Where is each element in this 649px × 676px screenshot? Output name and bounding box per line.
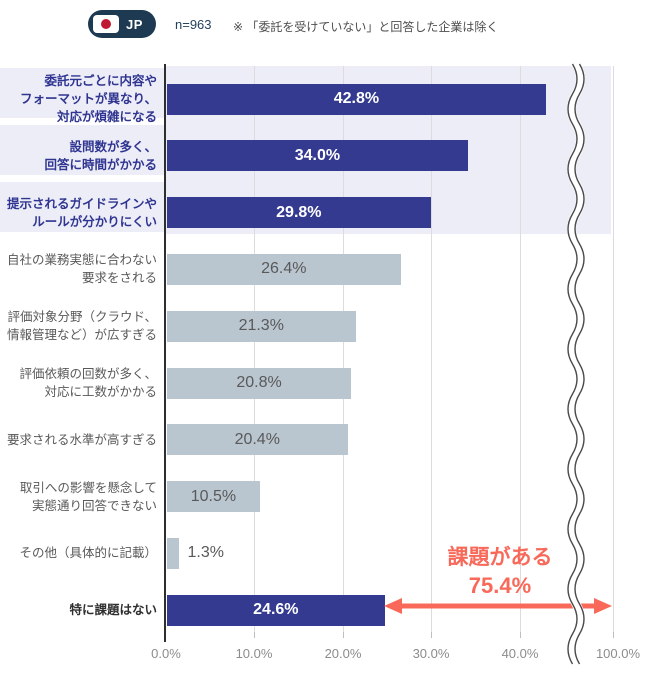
gridline-20 bbox=[343, 66, 344, 632]
bar-value-label: 20.8% bbox=[236, 374, 282, 391]
japan-flag-icon bbox=[93, 15, 119, 33]
highlight-band-label-2 bbox=[0, 125, 165, 175]
bar: 10.5% bbox=[167, 481, 260, 513]
bar-value-label: 29.8% bbox=[276, 203, 322, 221]
sample-size-label: n=963 bbox=[175, 17, 212, 32]
chart-row: 要求される水準が高すぎる 20.4% bbox=[0, 411, 649, 468]
y-axis-line bbox=[164, 64, 166, 642]
highlight-band-label-3 bbox=[0, 182, 165, 232]
gridline-10 bbox=[254, 66, 255, 632]
bar-value-label: 24.6% bbox=[253, 601, 299, 619]
bar: 21.3% bbox=[167, 310, 356, 342]
axis-tick-label: 30.0% bbox=[412, 646, 450, 661]
bar: 26.4% bbox=[167, 253, 401, 285]
chart-row: 評価依頼の回数が多く、 対応に工数がかかる 20.8% bbox=[0, 355, 649, 412]
axis-tick-label: 40.0% bbox=[501, 646, 539, 661]
bar-value-label: 1.3% bbox=[187, 544, 224, 562]
category-label: 評価依頼の回数が多く、 対応に工数がかかる bbox=[19, 367, 157, 399]
axis-tick-label: 100.0% bbox=[595, 646, 641, 661]
country-badge: JP bbox=[88, 10, 156, 38]
category-label: 評価対象分野（クラウド、 情報管理など）が広すぎる bbox=[6, 310, 157, 343]
bar-value-label: 21.3% bbox=[238, 317, 284, 335]
highlight-band-label-1 bbox=[0, 68, 165, 118]
bar-value-label: 26.4% bbox=[261, 260, 307, 278]
flag-sun-disc bbox=[101, 19, 111, 29]
category-label: 設問数が多く、 回答に時間がかかる bbox=[44, 139, 157, 172]
annotation-label: 課題がある bbox=[447, 546, 553, 569]
chart-row: 特に課題はない 24.6% bbox=[0, 582, 649, 639]
country-code-label: JP bbox=[126, 16, 143, 32]
annotation: 課題がある 75.4% bbox=[406, 544, 594, 600]
bar: 29.8% bbox=[167, 197, 431, 229]
chart-row: 委託元ごとに内容や フォーマットが異なり、 対応が煩雑になる 42.8% bbox=[0, 71, 649, 128]
axis-tick-label: 0.0% bbox=[151, 646, 181, 661]
bar-value-label: 34.0% bbox=[294, 146, 341, 164]
axis-tick-0 bbox=[164, 632, 166, 642]
gridline-30 bbox=[431, 66, 432, 632]
category-label: 自社の業務実態に合わない 要求をされる bbox=[6, 253, 157, 286]
bar: 24.6% bbox=[167, 594, 385, 626]
annotation-value: 75.4% bbox=[468, 573, 532, 598]
chart-row: 設問数が多く、 回答に時間がかかる 34.0% bbox=[0, 127, 649, 184]
bar-value-label: 10.5% bbox=[190, 487, 237, 505]
axis-tick-20 bbox=[343, 632, 344, 638]
bar: 20.4% bbox=[167, 424, 348, 456]
category-label: 取引への影響を懸念して 実態通り回答できない bbox=[19, 480, 157, 513]
chart-row: 自社の業務実態に合わない 要求をされる 26.4% bbox=[0, 241, 649, 298]
range-arrow bbox=[384, 598, 612, 614]
bar: 20.8% bbox=[167, 367, 352, 399]
footnote-label: ※ 「委託を受けていない」と回答した企業は除く bbox=[233, 20, 499, 34]
axis-tick-label: 20.0% bbox=[324, 646, 362, 661]
axis-tick-30 bbox=[431, 632, 432, 638]
bar: 1.3% bbox=[167, 537, 224, 569]
chart-row: 提示されるガイドラインや ルールが分かりにくい 29.8% bbox=[0, 184, 649, 241]
chart-row: 取引への影響を懸念して 実態通り回答できない 10.5% bbox=[0, 468, 649, 525]
axis-tick-40 bbox=[520, 632, 521, 638]
category-label: その他（具体的に記載） bbox=[19, 546, 157, 561]
gridline-100 bbox=[613, 66, 614, 632]
axis-tick-100 bbox=[613, 632, 614, 638]
axis-tick-10 bbox=[254, 632, 255, 638]
bar-value-label: 42.8% bbox=[333, 90, 380, 107]
category-label: 要求される水準が高すぎる bbox=[6, 432, 157, 447]
category-label: 提示されるガイドラインや ルールが分かりにくい bbox=[6, 196, 157, 229]
bar: 42.8% bbox=[167, 83, 546, 115]
axis-tick-label: 10.0% bbox=[235, 646, 273, 661]
axis-break-icon bbox=[567, 62, 585, 667]
category-label: 委託元ごとに内容や フォーマットが異なり、 対応が煩雑になる bbox=[19, 74, 157, 124]
chart-row: 評価対象分野（クラウド、 情報管理など）が広すぎる 21.3% bbox=[0, 298, 649, 355]
bar: 34.0% bbox=[167, 140, 468, 172]
bar-value-label: 20.4% bbox=[234, 430, 280, 448]
category-label: 特に課題はない bbox=[69, 603, 157, 618]
chart-row: その他（具体的に記載） 1.3% bbox=[0, 525, 649, 582]
gridline-40 bbox=[520, 66, 521, 632]
